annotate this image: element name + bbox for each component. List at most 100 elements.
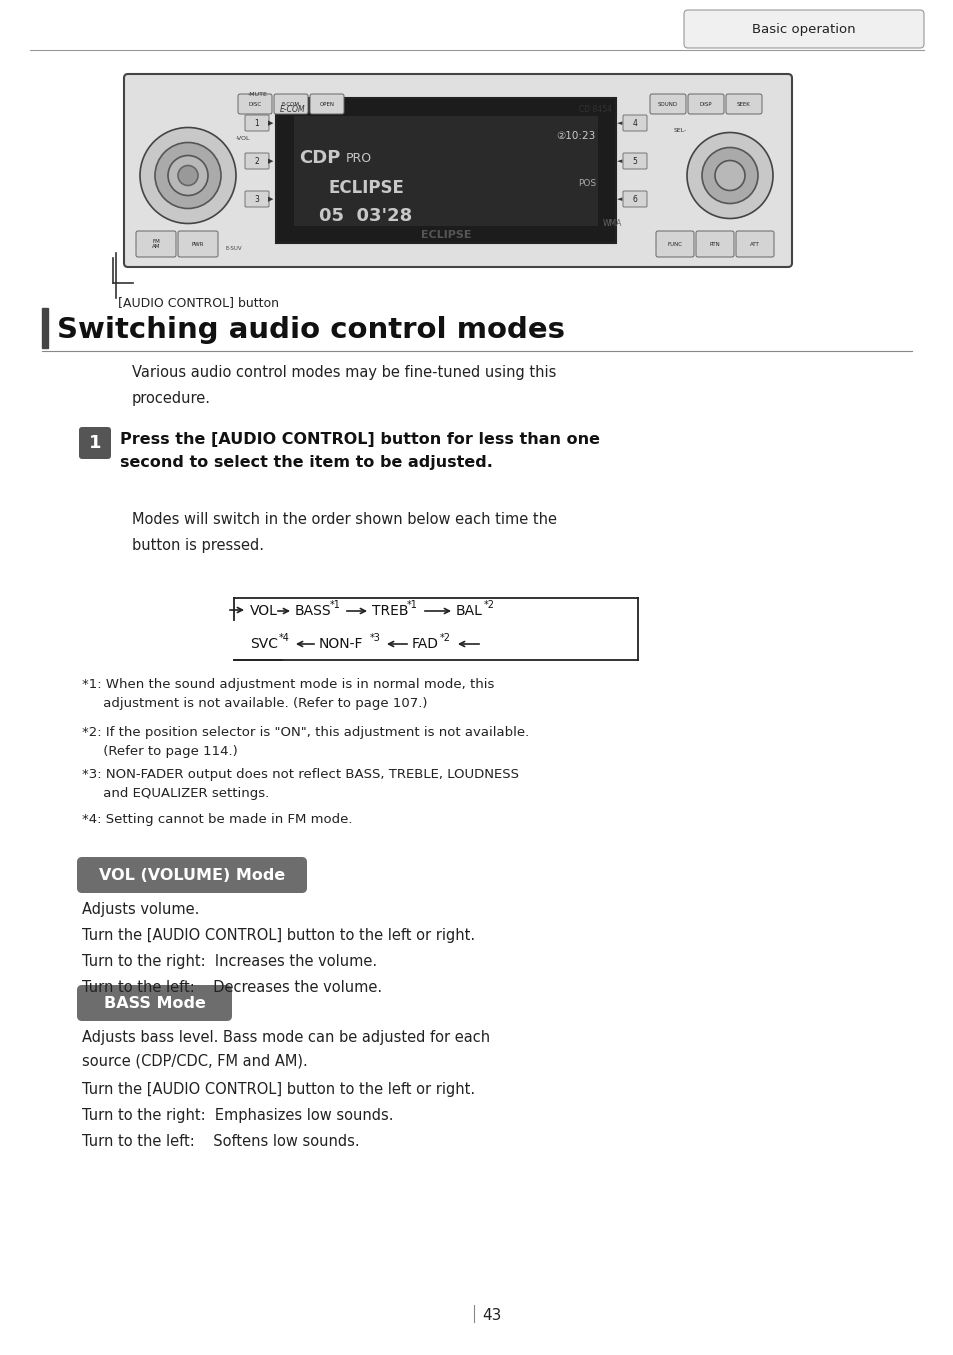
Text: *3: NON-FADER output does not reflect BASS, TREBLE, LOUDNESS
     and EQUALIZER : *3: NON-FADER output does not reflect BA…	[82, 768, 518, 799]
Text: 6: 6	[632, 195, 637, 203]
Text: Press the [AUDIO CONTROL] button for less than one
second to select the item to : Press the [AUDIO CONTROL] button for les…	[120, 432, 599, 470]
FancyBboxPatch shape	[136, 230, 175, 257]
FancyBboxPatch shape	[649, 93, 685, 114]
Text: 43: 43	[481, 1308, 501, 1322]
Text: WMA: WMA	[602, 218, 621, 228]
Bar	[294, 117, 598, 226]
Text: Adjusts volume.: Adjusts volume.	[82, 902, 199, 917]
Text: *1: *1	[407, 600, 417, 610]
FancyBboxPatch shape	[725, 93, 761, 114]
FancyBboxPatch shape	[622, 153, 646, 169]
Text: DISP: DISP	[699, 102, 712, 107]
Text: OPEN: OPEN	[319, 102, 335, 107]
Text: CD 8454: CD 8454	[578, 106, 612, 115]
Circle shape	[686, 133, 772, 218]
FancyBboxPatch shape	[77, 985, 232, 1022]
Text: FM
AM: FM AM	[152, 238, 160, 249]
Text: 4: 4	[632, 118, 637, 127]
Text: E-SUV: E-SUV	[226, 247, 242, 252]
Text: *2: *2	[483, 600, 495, 610]
Text: ▶: ▶	[268, 196, 274, 202]
Text: SVC: SVC	[250, 637, 277, 650]
FancyBboxPatch shape	[735, 230, 773, 257]
Text: ▶: ▶	[268, 159, 274, 164]
FancyBboxPatch shape	[77, 856, 307, 893]
Circle shape	[140, 127, 235, 224]
Text: BAL: BAL	[456, 604, 482, 618]
Text: DISC: DISC	[248, 102, 261, 107]
Text: 1: 1	[254, 118, 259, 127]
FancyBboxPatch shape	[622, 115, 646, 131]
Text: Basic operation: Basic operation	[751, 23, 855, 35]
Text: PWR: PWR	[192, 241, 204, 247]
Text: ECLIPSE: ECLIPSE	[420, 230, 471, 240]
Text: E-COM: E-COM	[280, 106, 305, 115]
Text: Various audio control modes may be fine-tuned using this
procedure.: Various audio control modes may be fine-…	[132, 364, 556, 405]
FancyBboxPatch shape	[683, 9, 923, 47]
Text: NON-F: NON-F	[318, 637, 363, 650]
Text: FUNC: FUNC	[667, 241, 681, 247]
FancyBboxPatch shape	[79, 427, 111, 459]
Text: TREB: TREB	[372, 604, 408, 618]
FancyBboxPatch shape	[245, 115, 269, 131]
Circle shape	[714, 160, 744, 191]
Text: FAD: FAD	[412, 637, 438, 650]
FancyBboxPatch shape	[274, 93, 308, 114]
Text: [AUDIO CONTROL] button: [AUDIO CONTROL] button	[118, 297, 278, 309]
Circle shape	[701, 148, 758, 203]
Text: ◄: ◄	[617, 121, 622, 126]
Text: *2: *2	[439, 633, 451, 644]
Text: 1: 1	[89, 434, 101, 453]
Text: CDP: CDP	[298, 149, 340, 167]
Text: VOL (VOLUME) Mode: VOL (VOLUME) Mode	[99, 867, 285, 882]
Circle shape	[178, 165, 198, 186]
Text: BASS: BASS	[294, 604, 332, 618]
FancyBboxPatch shape	[245, 153, 269, 169]
Text: Turn the [AUDIO CONTROL] button to the left or right.: Turn the [AUDIO CONTROL] button to the l…	[82, 928, 475, 943]
Text: *2: If the position selector is "ON", this adjustment is not available.
     (Re: *2: If the position selector is "ON", th…	[82, 726, 529, 757]
FancyBboxPatch shape	[622, 191, 646, 207]
Text: SEEK: SEEK	[737, 102, 750, 107]
Text: 05  03'28: 05 03'28	[318, 207, 412, 225]
Bar	[275, 98, 616, 243]
Text: *4: Setting cannot be made in FM mode.: *4: Setting cannot be made in FM mode.	[82, 813, 352, 827]
Text: 5: 5	[632, 156, 637, 165]
Text: Turn to the right:  Increases the volume.: Turn to the right: Increases the volume.	[82, 954, 376, 969]
Text: BASS Mode: BASS Mode	[104, 996, 205, 1011]
FancyBboxPatch shape	[124, 75, 791, 267]
Text: -VOL: -VOL	[235, 136, 250, 141]
FancyBboxPatch shape	[687, 93, 723, 114]
Bar	[42, 308, 48, 348]
FancyBboxPatch shape	[656, 230, 693, 257]
Text: POS: POS	[578, 179, 596, 188]
Text: *3: *3	[370, 633, 380, 644]
Text: ECLIPSE: ECLIPSE	[329, 179, 404, 196]
Circle shape	[168, 156, 208, 195]
Text: -MUTE: -MUTE	[248, 92, 268, 96]
Text: ◄: ◄	[617, 196, 622, 202]
Text: Adjusts bass level. Bass mode can be adjusted for each
source (CDP/CDC, FM and A: Adjusts bass level. Bass mode can be adj…	[82, 1030, 490, 1069]
Text: 2: 2	[254, 156, 259, 165]
FancyBboxPatch shape	[310, 93, 344, 114]
Text: SEL-: SEL-	[673, 127, 686, 133]
Text: ▶: ▶	[268, 121, 274, 126]
Text: Turn to the left:    Softens low sounds.: Turn to the left: Softens low sounds.	[82, 1134, 359, 1149]
Text: *1: *1	[330, 600, 340, 610]
Text: PRO: PRO	[346, 152, 372, 164]
Text: VOL: VOL	[250, 604, 277, 618]
Text: ◄: ◄	[617, 159, 622, 164]
FancyBboxPatch shape	[178, 230, 218, 257]
Text: RTN: RTN	[709, 241, 720, 247]
Text: Turn to the right:  Emphasizes low sounds.: Turn to the right: Emphasizes low sounds…	[82, 1108, 393, 1123]
Text: *1: When the sound adjustment mode is in normal mode, this
     adjustment is no: *1: When the sound adjustment mode is in…	[82, 678, 494, 710]
Text: Turn to the left:    Decreases the volume.: Turn to the left: Decreases the volume.	[82, 980, 382, 995]
Text: 3: 3	[254, 195, 259, 203]
Text: *4: *4	[278, 633, 290, 644]
FancyBboxPatch shape	[237, 93, 272, 114]
Text: Turn the [AUDIO CONTROL] button to the left or right.: Turn the [AUDIO CONTROL] button to the l…	[82, 1083, 475, 1098]
Text: ②10:23: ②10:23	[557, 131, 596, 141]
Text: Switching audio control modes: Switching audio control modes	[57, 316, 564, 344]
Text: E-COM: E-COM	[282, 102, 299, 107]
FancyBboxPatch shape	[245, 191, 269, 207]
FancyBboxPatch shape	[696, 230, 733, 257]
